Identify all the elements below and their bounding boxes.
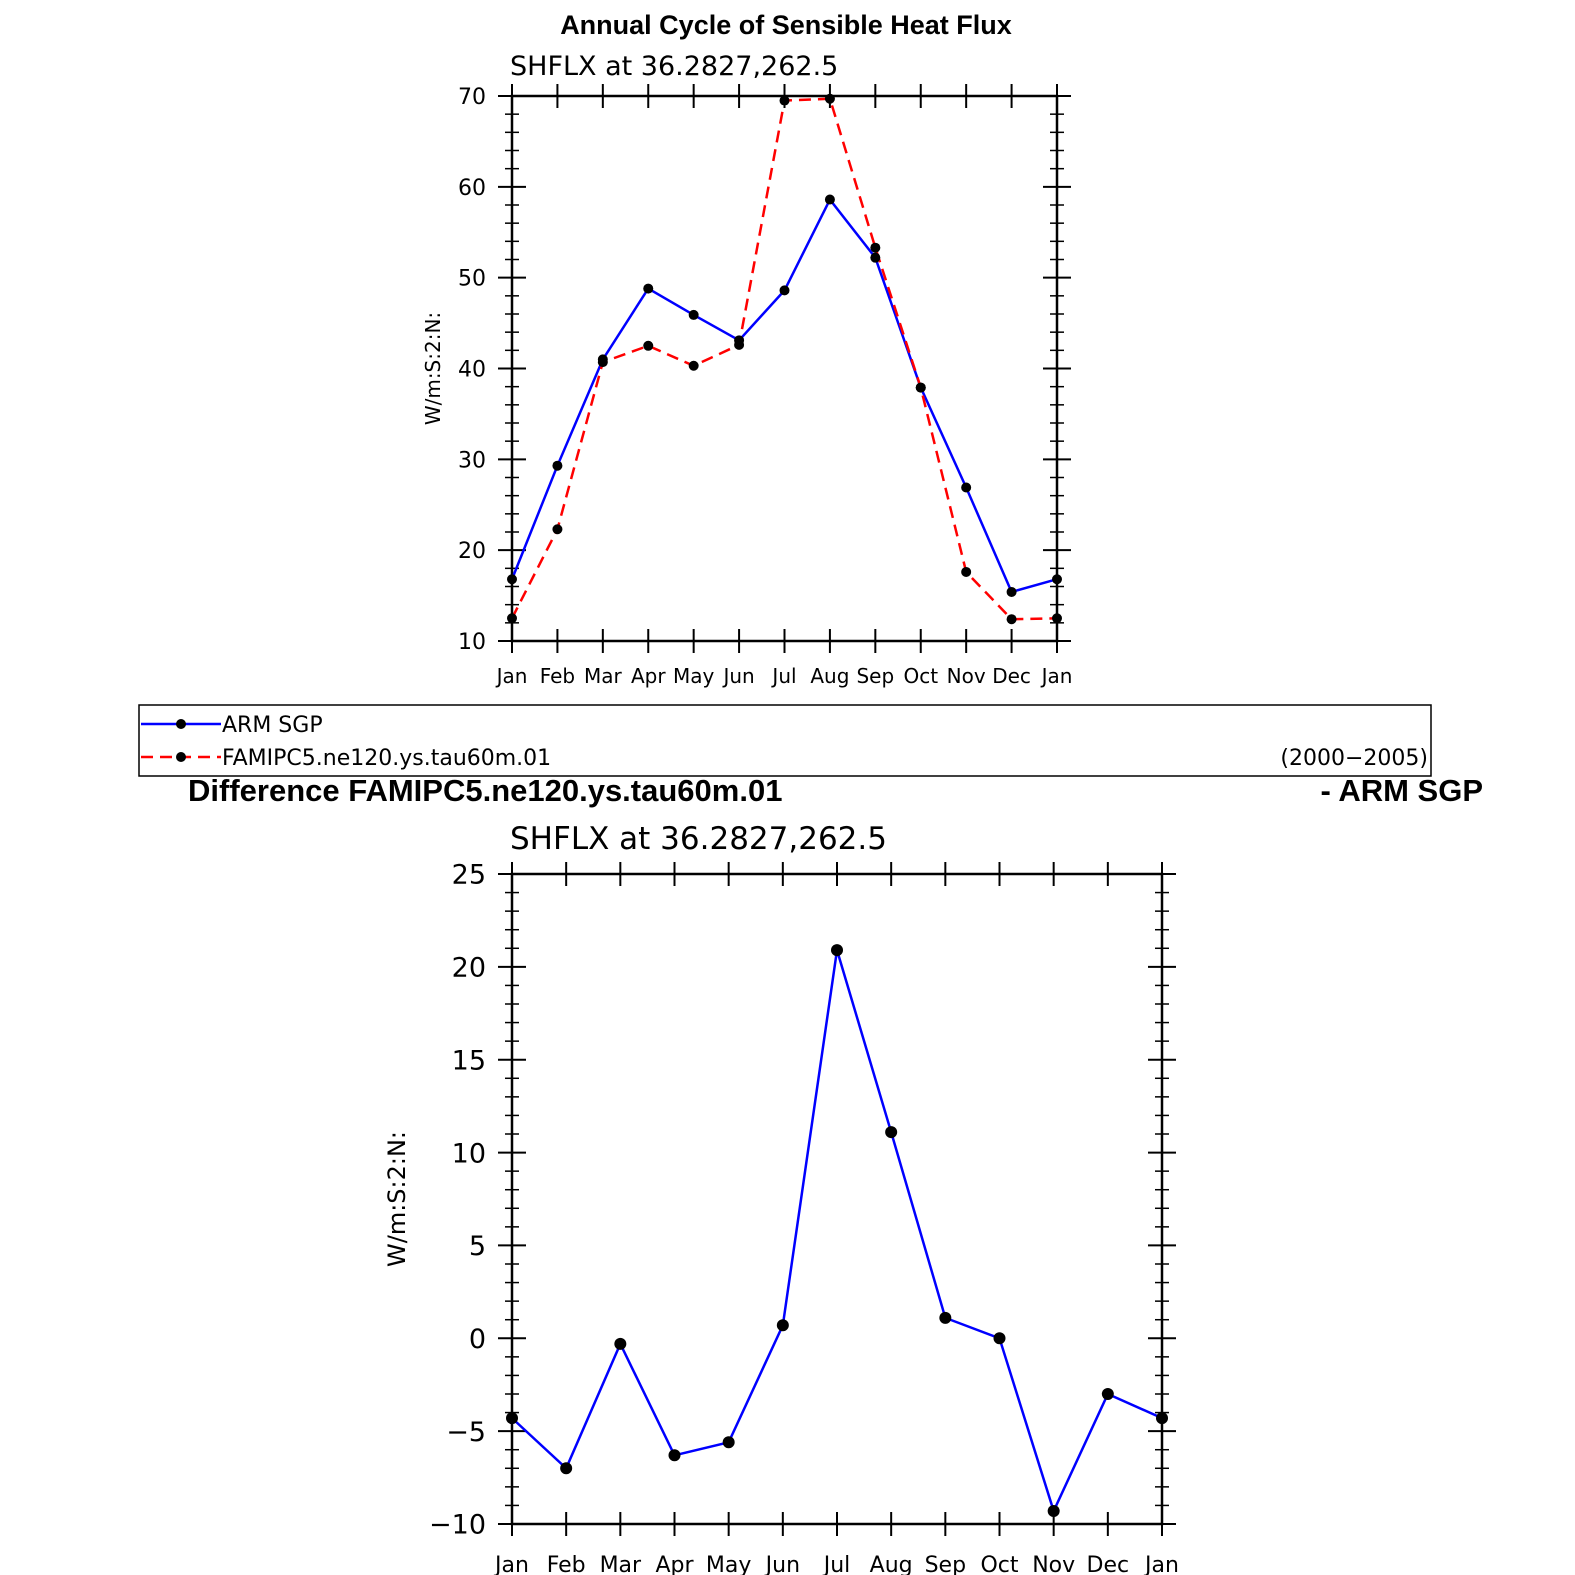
- data-point-1: [870, 242, 881, 253]
- data-point-0: [1101, 1388, 1114, 1400]
- y-tick-label: 70: [458, 85, 486, 110]
- difference-title-right: - ARM SGP: [1321, 773, 1483, 808]
- x-tick-label: Jan: [1143, 1553, 1179, 1575]
- x-tick-label: Nov: [947, 664, 986, 688]
- plot-frame: [510, 94, 1059, 643]
- data-point-0: [1006, 586, 1017, 597]
- x-tick-label: May: [706, 1553, 751, 1575]
- data-point-1: [915, 382, 926, 393]
- y-tick-label: −5: [446, 1417, 486, 1448]
- x-tick-label: Oct: [980, 1553, 1018, 1575]
- legend-obs-label: ARM SGP: [222, 713, 323, 738]
- data-point-0: [560, 1462, 573, 1475]
- x-tick-label: Jun: [721, 664, 754, 688]
- y-tick-label: 25: [452, 860, 486, 891]
- x-tick-label: Jan: [495, 664, 528, 688]
- series-line-0: [511, 949, 1163, 1515]
- data-point-1: [552, 524, 563, 535]
- y-tick-label: 20: [458, 539, 486, 564]
- y-tick-label: 5: [469, 1231, 486, 1262]
- data-point-0: [939, 1311, 952, 1324]
- data-point-0: [1052, 574, 1062, 585]
- x-tick-label: Jun: [764, 1553, 800, 1575]
- y-tick-label: 60: [458, 176, 486, 201]
- x-tick-label: Jan: [493, 1553, 529, 1575]
- x-tick-label: Apr: [631, 664, 666, 688]
- data-point-0: [824, 194, 835, 205]
- data-point-0: [506, 1412, 518, 1425]
- x-tick-label: Jul: [822, 1553, 851, 1575]
- y-tick-label: −10: [429, 1510, 486, 1541]
- data-point-0: [993, 1332, 1006, 1345]
- x-tick-label: Aug: [870, 1553, 913, 1575]
- x-tick-label: Sep: [925, 1553, 966, 1575]
- data-point-1: [597, 357, 608, 368]
- data-point-1: [824, 93, 835, 104]
- data-point-0: [870, 252, 881, 263]
- data-point-0: [668, 1449, 681, 1462]
- x-tick-label: Nov: [1032, 1553, 1075, 1575]
- x-tick-label: May: [673, 664, 715, 688]
- y-tick-label: 10: [458, 630, 486, 655]
- difference-title-left: Difference FAMIPC5.ne120.ys.tau60m.01: [188, 773, 782, 808]
- x-tick-label: Jan: [1040, 664, 1073, 688]
- data-point-0: [961, 482, 972, 493]
- data-point-0: [779, 285, 790, 296]
- data-point-0: [831, 944, 843, 957]
- x-tick-label: Feb: [547, 1553, 586, 1575]
- x-tick-label: Dec: [992, 664, 1031, 688]
- y-tick-label: 50: [458, 267, 486, 292]
- bottom-chart-subtitle: SHFLX at 36.2827,262.5: [510, 821, 887, 857]
- x-tick-label: Aug: [810, 664, 849, 688]
- y-tick-label: 40: [458, 357, 486, 382]
- data-point-1: [779, 95, 790, 106]
- data-point-1: [1052, 613, 1062, 624]
- y-tick-label: 30: [458, 448, 486, 473]
- top-chart: Jan Feb Mar Apr May Jun Jul Aug Sep Oct Nov Dec Jan 1…: [421, 84, 1072, 688]
- bottom-chart: Jan Feb Mar Apr May Jun Jul Aug Sep Oct Nov Dec Jan−…: [383, 860, 1179, 1575]
- plot-frame: [510, 872, 1164, 1526]
- data-point-1: [734, 339, 745, 350]
- x-tick-label: Jul: [770, 664, 796, 688]
- data-point-0: [885, 1126, 898, 1139]
- x-tick-label: Feb: [540, 664, 575, 688]
- series-line-1: [510, 97, 1058, 621]
- y-tick-label: 10: [452, 1138, 486, 1169]
- legend-frame: [138, 704, 1432, 777]
- data-point-0: [643, 283, 654, 294]
- data-point-1: [688, 360, 699, 371]
- data-point-0: [1156, 1412, 1168, 1425]
- x-tick-label: Apr: [655, 1553, 694, 1575]
- data-point-0: [776, 1319, 789, 1332]
- x-tick-label: Mar: [584, 664, 623, 688]
- data-point-1: [507, 613, 517, 624]
- legend-model-label: FAMIPC5.ne120.ys.tau60m.01: [222, 746, 551, 771]
- x-tick-label: Sep: [856, 664, 894, 688]
- data-point-0: [1047, 1505, 1060, 1517]
- x-tick-label: Dec: [1087, 1553, 1130, 1575]
- y-tick-label: 0: [469, 1324, 486, 1355]
- legend-period: (2000−2005): [1280, 746, 1428, 771]
- data-point-1: [961, 566, 972, 577]
- data-point-0: [722, 1436, 735, 1449]
- main-title: Annual Cycle of Sensible Heat Flux: [560, 10, 1012, 40]
- data-point-1: [643, 340, 654, 351]
- x-tick-label: Oct: [903, 664, 938, 688]
- data-point-0: [614, 1337, 627, 1350]
- y-axis-label: W/m:S:2:N:: [383, 1131, 411, 1267]
- legend-obs-marker: [176, 719, 186, 729]
- data-point-0: [507, 574, 517, 585]
- y-tick-label: 15: [452, 1045, 486, 1076]
- top-chart-subtitle: SHFLX at 36.2827,262.5: [510, 51, 838, 82]
- legend: ARM SGP FAMIPC5.ne120.ys.tau60m.01 (2000…: [138, 704, 1432, 777]
- x-tick-label: Mar: [600, 1553, 642, 1575]
- y-axis-label: W/m:S:2:N:: [421, 312, 445, 425]
- legend-model-marker: [176, 752, 186, 762]
- y-tick-label: 20: [452, 953, 486, 984]
- data-point-0: [552, 460, 563, 471]
- data-point-1: [1006, 614, 1017, 625]
- data-point-0: [688, 309, 699, 320]
